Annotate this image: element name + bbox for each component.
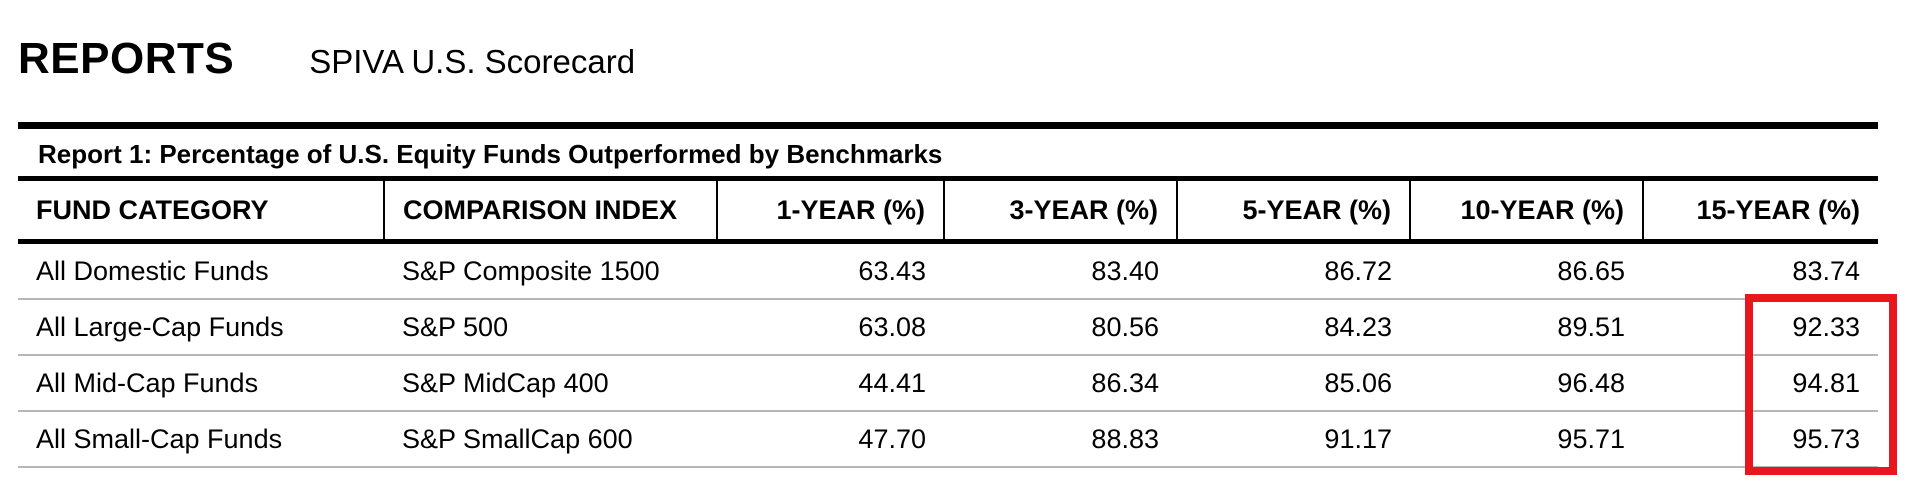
page-title: REPORTS: [18, 34, 235, 83]
column-header-10-year: 10-YEAR (%): [1409, 181, 1643, 244]
value-cell-1-year: 63.43: [717, 241, 944, 300]
value-cell-3-year: 88.83: [944, 411, 1177, 468]
value-cell-1-year: 63.08: [717, 299, 944, 356]
column-header-3-year: 3-YEAR (%): [943, 181, 1177, 244]
table-row: All Domestic Funds S&P Composite 1500 63…: [18, 241, 1878, 300]
value-cell-1-year: 47.70: [717, 411, 944, 468]
value-cell-1-year: 44.41: [717, 355, 944, 412]
fund-category-cell: All Small-Cap Funds: [18, 411, 384, 468]
report-table-section: Report 1: Percentage of U.S. Equity Fund…: [18, 122, 1878, 468]
column-header-comparison-index: COMPARISON INDEX: [383, 181, 717, 244]
comparison-index-cell: S&P MidCap 400: [384, 355, 717, 412]
value-cell-15-year: 94.81: [1643, 355, 1878, 412]
highlight-box-annotation: [1745, 294, 1897, 475]
value-cell-3-year: 83.40: [944, 241, 1177, 300]
fund-category-cell: All Mid-Cap Funds: [18, 355, 384, 412]
value-cell-5-year: 84.23: [1177, 299, 1410, 356]
comparison-index-cell: S&P Composite 1500: [384, 241, 717, 300]
table-header-row: FUND CATEGORY COMPARISON INDEX 1-YEAR (%…: [18, 181, 1878, 244]
page-subtitle: SPIVA U.S. Scorecard: [309, 43, 636, 80]
comparison-index-cell: S&P SmallCap 600: [384, 411, 717, 468]
value-cell-15-year: 92.33: [1643, 299, 1878, 356]
value-cell-3-year: 80.56: [944, 299, 1177, 356]
page-header: REPORTS SPIVA U.S. Scorecard: [18, 34, 635, 84]
value-cell-15-year: 95.73: [1643, 411, 1878, 468]
value-cell-5-year: 85.06: [1177, 355, 1410, 412]
value-cell-10-year: 96.48: [1410, 355, 1643, 412]
column-header-1-year: 1-YEAR (%): [716, 181, 944, 244]
value-cell-5-year: 86.72: [1177, 241, 1410, 300]
fund-category-cell: All Domestic Funds: [18, 241, 384, 300]
table-row: All Small-Cap Funds S&P SmallCap 600 47.…: [18, 411, 1878, 468]
value-cell-10-year: 86.65: [1410, 241, 1643, 300]
fund-category-cell: All Large-Cap Funds: [18, 299, 384, 356]
top-rule: [18, 122, 1878, 129]
column-header-15-year: 15-YEAR (%): [1642, 181, 1878, 244]
report-caption: Report 1: Percentage of U.S. Equity Fund…: [18, 129, 1878, 181]
value-cell-3-year: 86.34: [944, 355, 1177, 412]
comparison-index-cell: S&P 500: [384, 299, 717, 356]
value-cell-10-year: 95.71: [1410, 411, 1643, 468]
table-row: All Mid-Cap Funds S&P MidCap 400 44.41 8…: [18, 355, 1878, 412]
table-row: All Large-Cap Funds S&P 500 63.08 80.56 …: [18, 299, 1878, 356]
column-header-5-year: 5-YEAR (%): [1176, 181, 1410, 244]
value-cell-15-year: 83.74: [1643, 241, 1878, 300]
value-cell-10-year: 89.51: [1410, 299, 1643, 356]
column-header-fund-category: FUND CATEGORY: [18, 181, 384, 244]
value-cell-5-year: 91.17: [1177, 411, 1410, 468]
report-table: FUND CATEGORY COMPARISON INDEX 1-YEAR (%…: [18, 181, 1878, 468]
